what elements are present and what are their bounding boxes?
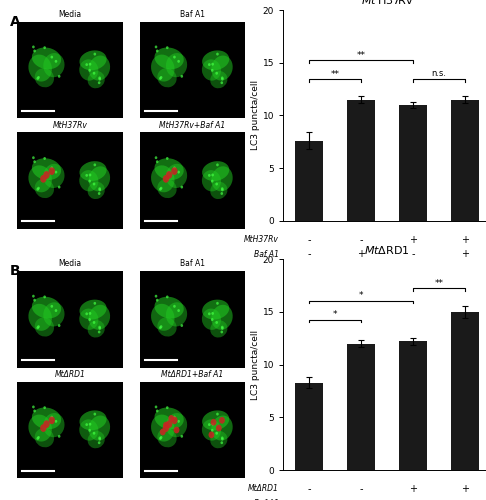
Text: -: - bbox=[359, 234, 363, 244]
Text: **: ** bbox=[330, 70, 340, 78]
Text: +: + bbox=[461, 250, 469, 260]
Text: n.s.: n.s. bbox=[432, 70, 447, 78]
Text: B: B bbox=[10, 264, 20, 278]
Text: Baf A1: Baf A1 bbox=[180, 10, 205, 19]
Title: $\it{Mt}$ H37Rv: $\it{Mt}$ H37Rv bbox=[361, 0, 414, 6]
Text: +: + bbox=[461, 234, 469, 244]
Text: MtH37Rv+Baf A1: MtH37Rv+Baf A1 bbox=[159, 121, 226, 130]
Text: LC3: LC3 bbox=[22, 28, 34, 34]
Text: +: + bbox=[409, 484, 417, 494]
Text: Media: Media bbox=[58, 260, 81, 268]
Text: *: * bbox=[333, 310, 337, 320]
Text: MtH37Rv: MtH37Rv bbox=[244, 235, 279, 244]
Text: Baf A1: Baf A1 bbox=[254, 250, 279, 259]
Text: MtΔRD1: MtΔRD1 bbox=[248, 484, 279, 494]
Text: Baf A1: Baf A1 bbox=[254, 499, 279, 500]
Text: -: - bbox=[359, 484, 363, 494]
Text: -: - bbox=[307, 498, 311, 500]
Text: -: - bbox=[411, 250, 415, 260]
Text: MtH37Rv: MtH37Rv bbox=[22, 44, 51, 50]
Text: Baf A1: Baf A1 bbox=[180, 260, 205, 268]
Text: +: + bbox=[409, 234, 417, 244]
Bar bbox=[347, 344, 375, 470]
Text: -: - bbox=[307, 234, 311, 244]
Text: MtH37Rv: MtH37Rv bbox=[52, 121, 87, 130]
Text: -: - bbox=[307, 250, 311, 260]
Bar bbox=[295, 140, 323, 221]
Bar bbox=[399, 342, 427, 470]
Text: **: ** bbox=[356, 50, 365, 59]
Text: MtΔRD1: MtΔRD1 bbox=[54, 370, 85, 379]
Text: +: + bbox=[357, 498, 365, 500]
Text: *: * bbox=[359, 292, 363, 300]
Y-axis label: LC3 puncta/cell: LC3 puncta/cell bbox=[251, 330, 260, 400]
Text: +: + bbox=[357, 250, 365, 260]
Bar bbox=[347, 100, 375, 221]
Title: $\it{Mt}$ΔRD1: $\it{Mt}$ΔRD1 bbox=[364, 244, 410, 256]
Text: +: + bbox=[461, 484, 469, 494]
Bar bbox=[295, 382, 323, 470]
Text: A: A bbox=[10, 14, 20, 28]
Text: Mt ΔRD1: Mt ΔRD1 bbox=[22, 294, 49, 299]
Text: LC3: LC3 bbox=[22, 278, 34, 282]
Y-axis label: LC3 puncta/cell: LC3 puncta/cell bbox=[251, 80, 260, 150]
Bar bbox=[399, 105, 427, 221]
Text: Media: Media bbox=[58, 10, 81, 19]
Bar bbox=[451, 312, 479, 470]
Text: -: - bbox=[411, 498, 415, 500]
Bar bbox=[451, 100, 479, 221]
Text: -: - bbox=[307, 484, 311, 494]
Text: MtΔRD1+Baf A1: MtΔRD1+Baf A1 bbox=[161, 370, 224, 379]
Text: **: ** bbox=[434, 278, 443, 287]
Text: +: + bbox=[461, 498, 469, 500]
